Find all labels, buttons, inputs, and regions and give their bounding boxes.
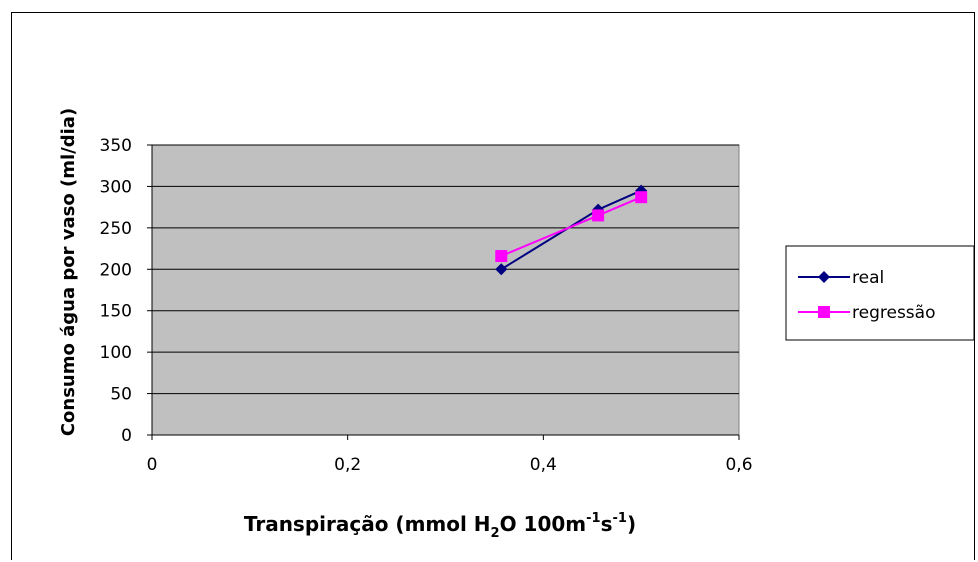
axes <box>147 144 740 440</box>
legend-label: regressão <box>852 303 935 323</box>
y-tick-label: 200 <box>100 260 132 280</box>
y-axis-title: Consumo água por vaso (ml/dia) <box>58 108 79 436</box>
legend-item: regressão <box>798 303 935 323</box>
y-tick-label: 250 <box>100 219 132 239</box>
data-point-diamond <box>818 271 830 283</box>
y-tick-label: 300 <box>100 177 132 197</box>
data-point-square <box>635 191 648 204</box>
y-tick-label: 150 <box>100 302 132 322</box>
x-tick-label: 0,6 <box>725 455 752 475</box>
y-tick-labels: 0 50 100 150 200 250 300 350 <box>100 136 132 446</box>
x-axis-title-part: Transpiração (mmol H <box>244 512 491 536</box>
x-tick-label: 0,4 <box>530 455 557 475</box>
legend: real regressão <box>785 245 975 341</box>
legend-item: real <box>798 268 884 288</box>
x-axis-title: Transpiração (mmol H2O 100m-1s-1) <box>244 511 636 541</box>
legend-label: real <box>852 268 884 288</box>
x-axis-title-part: ) <box>627 512 636 536</box>
legend-box <box>785 245 975 341</box>
y-tick-label: 100 <box>100 343 132 363</box>
plot-area <box>151 144 740 436</box>
x-tick-labels: 0 0,2 0,4 0,6 <box>147 455 753 475</box>
data-point-square <box>592 209 605 222</box>
x-axis-title-part: O 100m <box>500 512 587 536</box>
y-tick-label: 0 <box>121 426 132 446</box>
series-group <box>495 184 648 276</box>
series-square <box>495 191 648 263</box>
y-tick-label: 50 <box>110 385 132 405</box>
x-axis-title-superscript: -1 <box>613 511 627 526</box>
data-point-square <box>818 306 830 318</box>
x-tick-label: 0 <box>147 455 158 475</box>
y-tick-label: 350 <box>100 136 132 156</box>
data-point-diamond <box>495 263 508 276</box>
data-point-square <box>495 250 508 263</box>
x-axis-title-part: s <box>601 512 613 536</box>
x-tick-label: 0,2 <box>334 455 361 475</box>
x-axis-title-superscript: -1 <box>586 511 600 526</box>
gridlines <box>152 144 739 395</box>
x-axis-title-subscript: 2 <box>491 526 500 541</box>
